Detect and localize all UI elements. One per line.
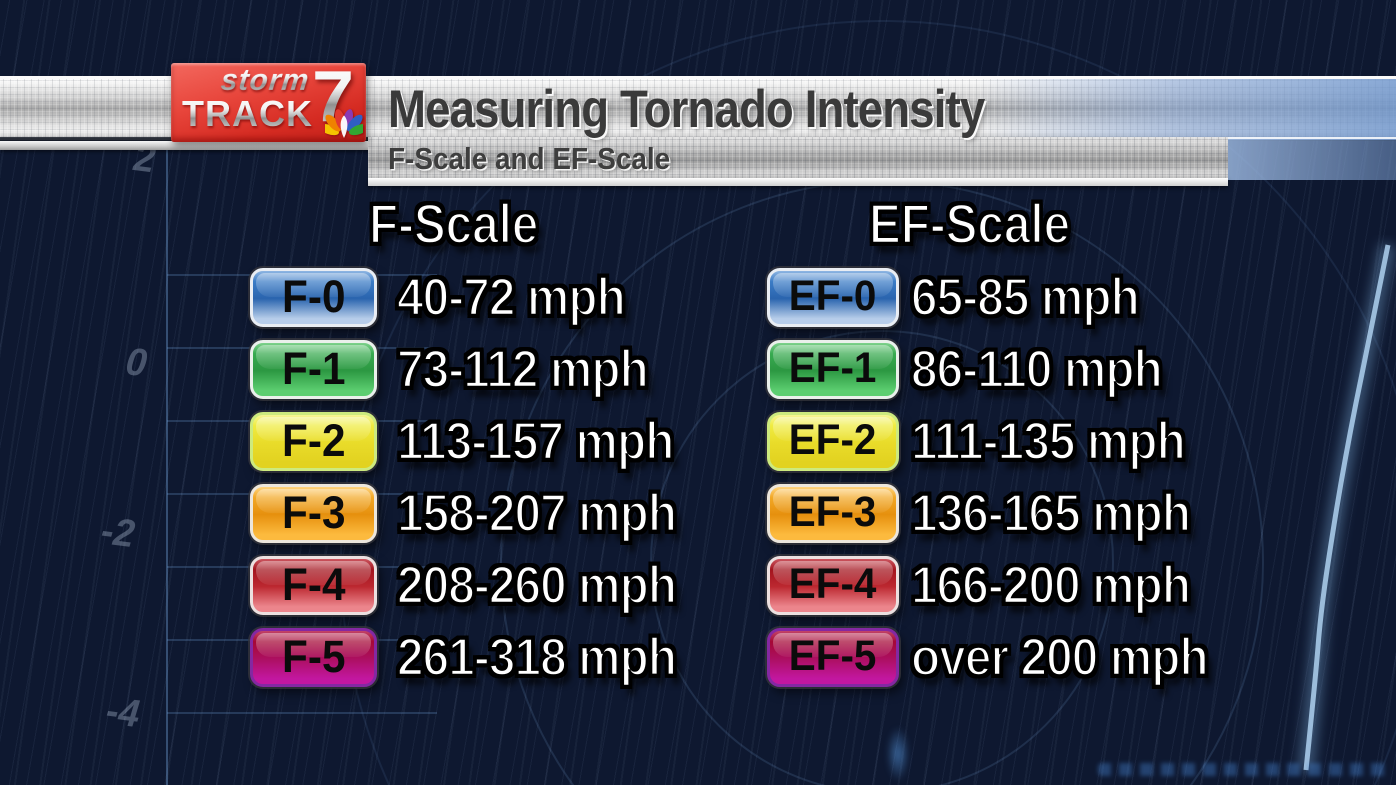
subtitle-bar bbox=[368, 137, 1228, 178]
subtitle-bar-glass-extension bbox=[1228, 137, 1396, 180]
header-left-strip bbox=[0, 141, 370, 150]
f-scale-column-header: F-Scale bbox=[368, 191, 539, 257]
map-grid-horizontal-line bbox=[167, 712, 437, 714]
wind-range: 208-260 mph bbox=[396, 555, 678, 617]
logo-track-text: TRACK bbox=[182, 93, 313, 134]
wind-range: 113-157 mph bbox=[396, 411, 676, 473]
scale-badge: F-4 bbox=[250, 556, 377, 615]
wind-range: 65-85 mph bbox=[910, 267, 1141, 329]
scale-row: EF-1 86-110 mph bbox=[767, 339, 1190, 401]
badge-label: EF-5 bbox=[789, 632, 877, 680]
scale-badge: F-0 bbox=[250, 268, 377, 327]
badge-label: EF-3 bbox=[789, 488, 877, 536]
scale-row: EF-3 136-165 mph bbox=[767, 483, 1221, 545]
badge-label: F-4 bbox=[281, 558, 346, 610]
scale-row: F-1 73-112 mph bbox=[250, 339, 676, 401]
badge-label: EF-0 bbox=[789, 272, 877, 320]
scale-badge: F-1 bbox=[250, 340, 377, 399]
scale-row: F-5 261-318 mph bbox=[250, 627, 707, 689]
badge-gloss-highlight bbox=[773, 561, 893, 586]
ef-scale-column-header: EF-Scale bbox=[868, 191, 1071, 257]
wind-range: 136-165 mph bbox=[910, 483, 1192, 545]
badge-gloss-highlight bbox=[256, 417, 371, 442]
badge-gloss-highlight bbox=[256, 489, 371, 514]
wind-range: 86-110 mph bbox=[910, 339, 1164, 401]
background-glow bbox=[886, 726, 910, 782]
badge-label: EF-2 bbox=[789, 416, 877, 464]
scale-row: EF-4 166-200 mph bbox=[767, 555, 1221, 617]
scale-row: EF-5 over 200 mph bbox=[767, 627, 1241, 689]
map-grid-vertical-line bbox=[166, 148, 168, 785]
page-title: Measuring Tornado Intensity bbox=[388, 80, 985, 139]
nbc-peacock-icon bbox=[325, 109, 363, 138]
wind-range: 261-318 mph bbox=[396, 627, 678, 689]
badge-label: F-0 bbox=[281, 270, 346, 322]
badge-label: F-1 bbox=[281, 342, 346, 394]
scale-badge: F-3 bbox=[250, 484, 377, 543]
wind-range: 166-200 mph bbox=[910, 555, 1192, 617]
scale-row: F-3 158-207 mph bbox=[250, 483, 707, 545]
badge-gloss-highlight bbox=[773, 633, 893, 658]
badge-label: F-2 bbox=[281, 414, 346, 466]
scale-badge: F-5 bbox=[250, 628, 377, 687]
badge-gloss-highlight bbox=[773, 345, 893, 370]
badge-gloss-highlight bbox=[256, 273, 371, 298]
scale-badge: EF-0 bbox=[767, 268, 899, 327]
badge-label: EF-4 bbox=[789, 560, 877, 608]
background-ticker-blur bbox=[1098, 763, 1390, 776]
scale-badge: EF-2 bbox=[767, 412, 899, 471]
wind-range: 73-112 mph bbox=[396, 339, 650, 401]
scale-row: F-0 40-72 mph bbox=[250, 267, 650, 329]
badge-gloss-highlight bbox=[773, 417, 893, 442]
badge-gloss-highlight bbox=[256, 561, 371, 586]
storm-track-7-logo: storm TRACK 7 bbox=[171, 59, 366, 142]
badge-label: F-5 bbox=[281, 630, 346, 682]
scale-row: F-2 113-157 mph bbox=[250, 411, 704, 473]
scale-badge: EF-1 bbox=[767, 340, 899, 399]
page-subtitle: F-Scale and EF-Scale bbox=[388, 141, 671, 176]
badge-gloss-highlight bbox=[773, 489, 893, 514]
wind-range: over 200 mph bbox=[910, 627, 1210, 689]
badge-gloss-highlight bbox=[256, 633, 371, 658]
badge-gloss-highlight bbox=[256, 345, 371, 370]
wind-range: 158-207 mph bbox=[396, 483, 678, 545]
scale-badge: EF-5 bbox=[767, 628, 899, 687]
badge-label: EF-1 bbox=[789, 344, 877, 392]
wind-range: 40-72 mph bbox=[396, 267, 627, 329]
badge-gloss-highlight bbox=[773, 273, 893, 298]
badge-label: F-3 bbox=[281, 486, 346, 538]
wind-range: 111-135 mph bbox=[910, 411, 1187, 473]
subtitle-underline-strip bbox=[368, 178, 1228, 186]
scale-row: F-4 208-260 mph bbox=[250, 555, 707, 617]
scale-badge: EF-3 bbox=[767, 484, 899, 543]
scale-row: EF-0 65-85 mph bbox=[767, 267, 1164, 329]
scale-row: EF-2 111-135 mph bbox=[767, 411, 1215, 473]
scale-badge: F-2 bbox=[250, 412, 377, 471]
scale-badge: EF-4 bbox=[767, 556, 899, 615]
lightning-bolt-icon bbox=[1298, 243, 1396, 771]
